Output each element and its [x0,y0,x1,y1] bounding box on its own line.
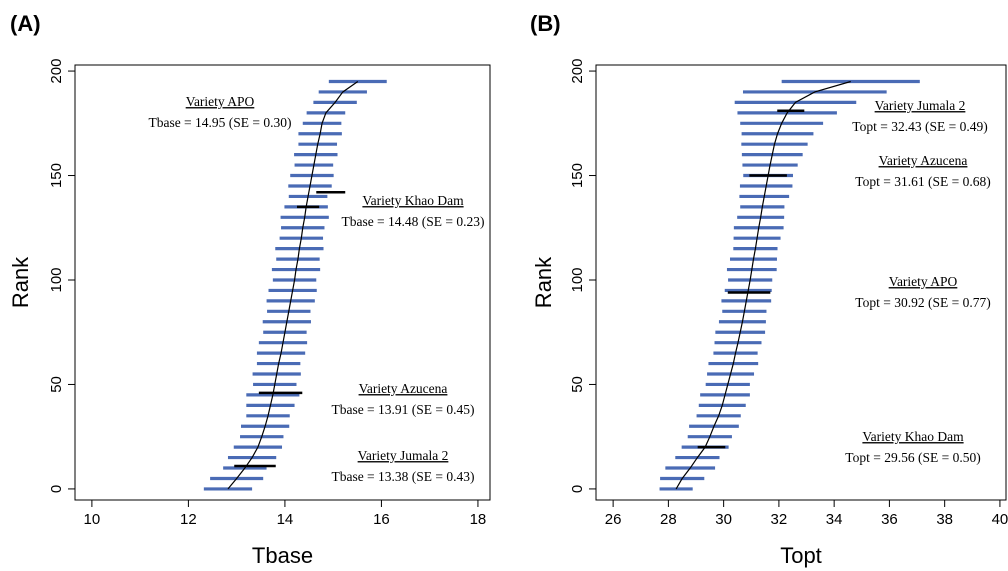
y-tick-label: 100 [48,267,65,292]
variety-name: Variety Khao Dam [862,429,964,444]
x-tick-label: 28 [660,511,677,528]
y-tick-label: 50 [569,376,586,393]
variety-estimate: Tbase = 14.48 (SE = 0.23) [341,214,484,229]
x-tick-label: 10 [84,511,101,528]
variety-estimate: Topt = 31.61 (SE = 0.68) [855,174,990,189]
y-tick-label: 200 [48,59,65,84]
y-tick-label: 150 [48,163,65,188]
y-axis-title: Rank [8,256,33,308]
variety-estimate: Topt = 30.92 (SE = 0.77) [855,295,990,310]
variety-estimate: Tbase = 13.91 (SE = 0.45) [331,402,474,417]
y-tick-label: 150 [569,163,586,188]
panel-label: (A) [10,11,41,36]
variety-name: Variety APO [186,94,255,109]
y-tick-label: 0 [569,485,586,493]
rank-curve [227,81,359,490]
x-tick-label: 34 [826,511,843,528]
y-tick-label: 0 [48,485,65,493]
variety-name: Variety APO [889,274,958,289]
x-tick-label: 14 [277,511,294,528]
variety-name: Variety Jumala 2 [358,448,449,463]
x-axis-title: Topt [780,543,822,568]
rank-curve [675,80,851,490]
x-tick-label: 38 [936,511,953,528]
plot-frame [74,64,491,501]
variety-estimate: Topt = 32.43 (SE = 0.49) [852,119,987,134]
x-tick-label: 16 [373,511,390,528]
y-tick-label: 50 [48,376,65,393]
plot-frame [595,64,1007,501]
x-tick-label: 40 [992,511,1008,528]
variety-name: Variety Azucena [359,381,448,396]
y-tick-label: 100 [569,267,586,292]
variety-name: Variety Khao Dam [362,193,464,208]
x-tick-label: 12 [180,511,197,528]
x-axis-title: Tbase [252,543,313,568]
variety-name: Variety Azucena [879,153,968,168]
y-axis-title: Rank [531,256,556,308]
variety-estimate: Tbase = 14.95 (SE = 0.30) [148,115,291,130]
x-tick-label: 18 [470,511,487,528]
x-tick-label: 26 [605,511,622,528]
variety-name: Variety Jumala 2 [875,98,966,113]
panel-label: (B) [530,11,561,36]
variety-estimate: Tbase = 13.38 (SE = 0.43) [331,469,474,484]
x-tick-label: 30 [715,511,732,528]
variety-estimate: Topt = 29.56 (SE = 0.50) [845,450,980,465]
x-tick-label: 36 [881,511,898,528]
x-tick-label: 32 [771,511,788,528]
y-tick-label: 200 [569,59,586,84]
